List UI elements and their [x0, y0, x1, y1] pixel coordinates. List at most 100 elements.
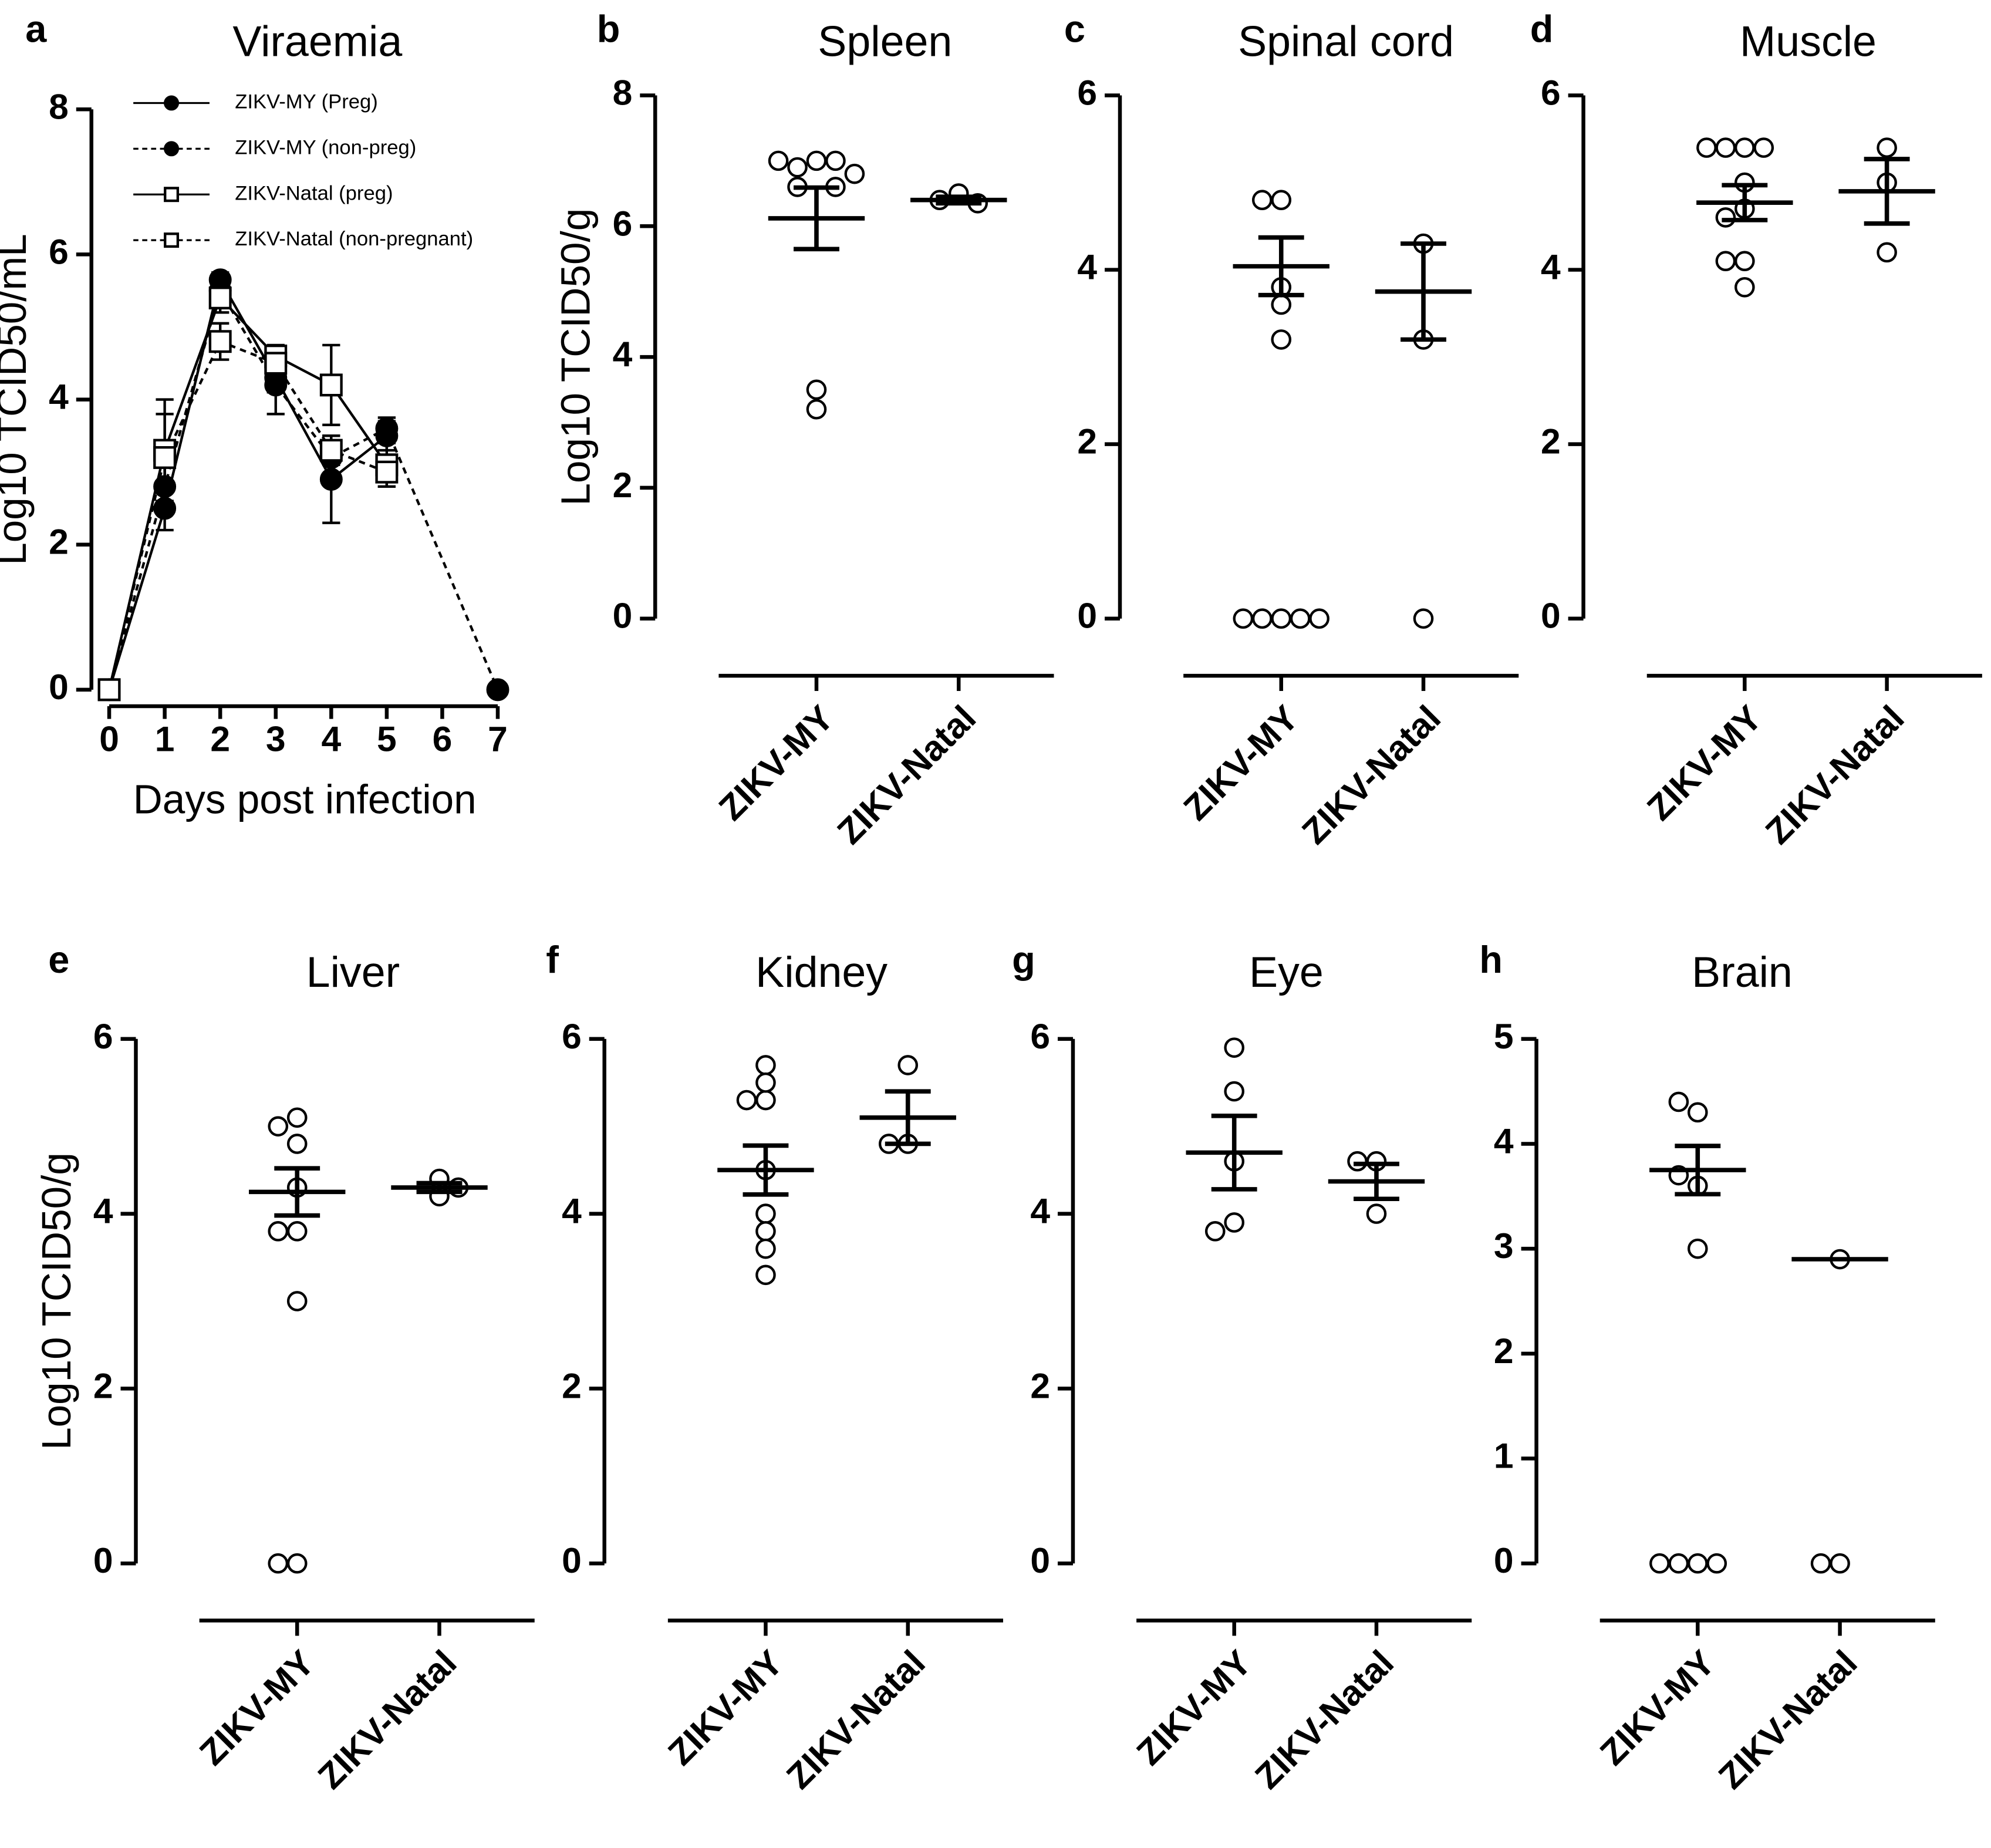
point: [755, 1055, 776, 1075]
y-tick-label: 4: [1541, 247, 1561, 287]
point: [1290, 608, 1311, 629]
y-tick-label: 2: [613, 465, 633, 505]
point: [755, 1238, 776, 1259]
x-tick-label: ZIKV-Natal: [1710, 1643, 1864, 1796]
point: [806, 399, 827, 420]
y-tick-label: 2: [1030, 1365, 1050, 1405]
y-tick-label: 0: [562, 1540, 582, 1580]
y-tick-label: 1: [1494, 1436, 1514, 1476]
legend-marker: [164, 232, 180, 248]
point: [153, 497, 177, 520]
legend-marker: [164, 95, 180, 111]
y-tick-label: 8: [49, 86, 69, 126]
point: [1734, 251, 1755, 272]
point: [1347, 1151, 1368, 1172]
error-bar: [416, 1181, 463, 1195]
point: [208, 330, 232, 353]
panel-letter: d: [1530, 7, 1554, 50]
point: [1271, 608, 1292, 629]
point: [375, 417, 399, 440]
point: [1271, 329, 1292, 350]
point: [1204, 1221, 1226, 1242]
y-tick-label: 4: [613, 334, 633, 374]
y-tick-label: 0: [1077, 596, 1097, 636]
point: [755, 1203, 776, 1224]
point: [1668, 1553, 1689, 1574]
y-tick-label: 4: [1494, 1121, 1514, 1161]
point: [319, 373, 343, 397]
panel-title: Liver: [306, 947, 400, 996]
x-tick-label: ZIKV-MY: [660, 1643, 791, 1773]
y-tick-label: 6: [1077, 72, 1097, 112]
point: [1687, 1553, 1708, 1574]
point: [1830, 1553, 1850, 1574]
panel-title: Eye: [1249, 947, 1324, 996]
point: [787, 157, 808, 178]
point: [1715, 207, 1736, 228]
x-tick-label: 4: [321, 719, 341, 759]
point: [1413, 608, 1434, 629]
point: [286, 1221, 308, 1242]
y-axis-label: Log10 TCID50/mL: [0, 234, 35, 565]
y-tick-label: 6: [562, 1016, 582, 1056]
panel-title: Spinal cord: [1238, 16, 1454, 65]
x-tick-label: 2: [210, 719, 230, 759]
x-tick-label: 3: [266, 719, 286, 759]
point: [486, 678, 509, 702]
point: [286, 1553, 308, 1574]
y-tick-label: 4: [1077, 247, 1097, 287]
panel-title: Spleen: [818, 16, 952, 65]
x-tick-label: ZIKV-Natal: [1758, 697, 1912, 851]
y-tick-label: 2: [93, 1365, 113, 1405]
point: [1810, 1553, 1831, 1574]
y-tick-label: 0: [93, 1540, 113, 1580]
panel-letter: a: [25, 7, 47, 50]
error-bar: [743, 1143, 789, 1197]
error-bar: [1722, 183, 1768, 222]
x-tick-label: ZIKV-Natal: [829, 697, 983, 851]
point: [1668, 1091, 1689, 1112]
point: [1734, 137, 1755, 158]
series-line: [107, 295, 388, 690]
error-bar: [936, 194, 982, 206]
y-tick-label: 2: [49, 522, 69, 562]
y-tick-label: 0: [1030, 1540, 1050, 1580]
error-bar: [1675, 1144, 1721, 1197]
y-tick-label: 2: [562, 1365, 582, 1405]
panel-title: Muscle: [1740, 16, 1877, 65]
point: [1706, 1553, 1727, 1574]
point: [268, 1553, 289, 1574]
point: [755, 1090, 776, 1111]
x-tick-label: ZIKV-MY: [711, 697, 841, 828]
point: [1734, 276, 1755, 298]
point: [1271, 294, 1292, 315]
error-bar: [1211, 1114, 1257, 1192]
point: [755, 1264, 776, 1286]
y-tick-label: 4: [93, 1191, 113, 1231]
point: [1251, 608, 1273, 629]
point: [1715, 251, 1736, 272]
error-bar: [794, 185, 839, 252]
y-axis-label: Log10 TCID50/g: [553, 208, 599, 506]
y-tick-label: 6: [49, 231, 69, 271]
point: [1877, 137, 1897, 158]
x-tick-label: ZIKV-MY: [1176, 697, 1306, 828]
x-tick-label: 6: [433, 719, 453, 759]
legend-marker: [164, 141, 180, 157]
legend-label: ZIKV-Natal (non-pregnant): [235, 228, 473, 250]
x-tick-label: ZIKV-MY: [1592, 1643, 1723, 1773]
point: [1224, 1212, 1245, 1233]
legend-label: ZIKV-MY (Preg): [235, 91, 378, 113]
x-tick-label: ZIKV-MY: [192, 1643, 322, 1773]
point: [755, 1072, 776, 1093]
y-tick-label: 5: [1494, 1016, 1514, 1056]
point: [1696, 137, 1717, 158]
error-bar: [1401, 241, 1446, 342]
x-tick-label: 0: [99, 719, 119, 759]
point: [153, 475, 177, 498]
point: [1251, 190, 1273, 211]
x-tick-label: 5: [377, 719, 397, 759]
point: [286, 1107, 308, 1128]
y-tick-label: 6: [93, 1016, 113, 1056]
